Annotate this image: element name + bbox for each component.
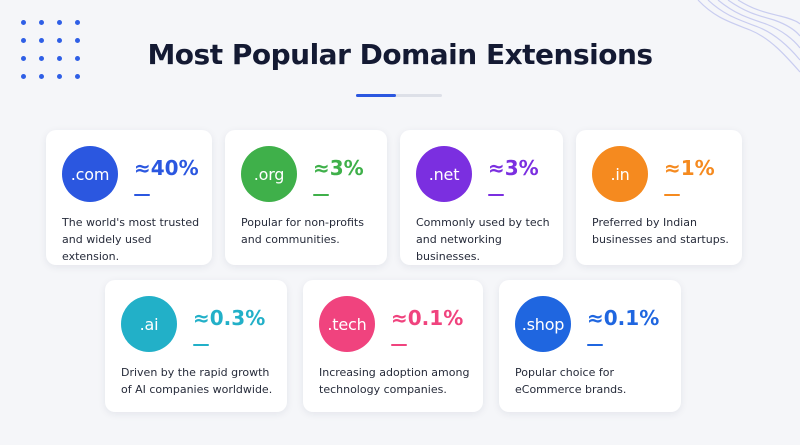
description-line: and networking businesses. xyxy=(416,233,502,263)
title-underline xyxy=(356,94,442,97)
description-line: Driven by the rapid growth xyxy=(121,366,270,379)
extension-badge: .org xyxy=(241,146,297,202)
share-underline xyxy=(664,194,680,196)
extension-card-net: .net ≈3% Commonly used by tech and netwo… xyxy=(400,130,563,265)
market-share: ≈3% xyxy=(313,156,364,180)
dot xyxy=(39,20,44,25)
extension-description: Popular for non-profits and communities. xyxy=(241,214,377,248)
share-underline xyxy=(488,194,504,196)
dot xyxy=(39,74,44,79)
description-line: Popular for non-profits xyxy=(241,216,364,229)
dot xyxy=(75,56,80,61)
description-line: of AI companies worldwide. xyxy=(121,383,273,396)
description-line: businesses and startups. xyxy=(592,233,729,246)
description-line: Popular choice for xyxy=(515,366,614,379)
extension-description: Driven by the rapid growth of AI compani… xyxy=(121,364,277,398)
description-line: and communities. xyxy=(241,233,340,246)
market-share: ≈0.1% xyxy=(587,306,660,330)
extension-card-ai: .ai ≈0.3% Driven by the rapid growth of … xyxy=(105,280,287,412)
dot xyxy=(21,74,26,79)
dot xyxy=(57,38,62,43)
share-underline xyxy=(587,344,603,346)
extension-card-org: .org ≈3% Popular for non-profits and com… xyxy=(225,130,387,265)
market-share: ≈1% xyxy=(664,156,715,180)
extension-description: Increasing adoption among technology com… xyxy=(319,364,473,398)
extension-description: Preferred by Indian businesses and start… xyxy=(592,214,732,248)
dot xyxy=(57,74,62,79)
dot xyxy=(21,20,26,25)
dot xyxy=(21,56,26,61)
description-line: Commonly used by tech xyxy=(416,216,550,229)
extension-name: .tech xyxy=(327,314,367,334)
description-line: The world's most trusted xyxy=(62,216,200,229)
title-underline-accent xyxy=(356,94,396,97)
dot xyxy=(75,74,80,79)
extension-badge: .com xyxy=(62,146,118,202)
extension-badge: .shop xyxy=(515,296,571,352)
extension-badge: .tech xyxy=(319,296,375,352)
decorative-dot-grid xyxy=(21,20,80,79)
decorative-wave-lines xyxy=(697,0,800,73)
market-share: ≈40% xyxy=(134,156,199,180)
share-underline xyxy=(134,194,150,196)
market-share: ≈0.1% xyxy=(391,306,464,330)
dot xyxy=(75,20,80,25)
market-share: ≈3% xyxy=(488,156,539,180)
dot xyxy=(39,38,44,43)
share-underline xyxy=(193,344,209,346)
dot xyxy=(57,20,62,25)
extension-card-tech: .tech ≈0.1% Increasing adoption among te… xyxy=(303,280,483,412)
extension-description: Commonly used by tech and networking bus… xyxy=(416,214,553,265)
extension-name: .net xyxy=(428,164,460,184)
extension-card-in: .in ≈1% Preferred by Indian businesses a… xyxy=(576,130,742,265)
extension-name: .in xyxy=(610,164,630,184)
dot xyxy=(21,38,26,43)
extension-name: .org xyxy=(253,164,285,184)
extension-description: Popular choice for eCommerce brands. xyxy=(515,364,671,398)
extension-card-shop: .shop ≈0.1% Popular choice for eCommerce… xyxy=(499,280,681,412)
extension-badge: .net xyxy=(416,146,472,202)
dot xyxy=(39,56,44,61)
share-underline xyxy=(313,194,329,196)
description-line: Preferred by Indian xyxy=(592,216,697,229)
share-underline xyxy=(391,344,407,346)
extension-name: .ai xyxy=(139,314,159,334)
extension-card-com: .com ≈40% The world's most trusted and w… xyxy=(46,130,212,265)
extension-name: .com xyxy=(70,164,110,184)
description-line: eCommerce brands. xyxy=(515,383,627,396)
extension-description: The world's most trusted and widely used… xyxy=(62,214,202,265)
description-line: technology companies. xyxy=(319,383,447,396)
dot xyxy=(75,38,80,43)
page-title: Most Popular Domain Extensions xyxy=(147,38,653,71)
description-line: and widely used extension. xyxy=(62,233,152,263)
dot xyxy=(57,56,62,61)
extension-badge: .ai xyxy=(121,296,177,352)
extension-badge: .in xyxy=(592,146,648,202)
market-share: ≈0.3% xyxy=(193,306,266,330)
extension-name: .shop xyxy=(521,314,565,334)
description-line: Increasing adoption among xyxy=(319,366,470,379)
